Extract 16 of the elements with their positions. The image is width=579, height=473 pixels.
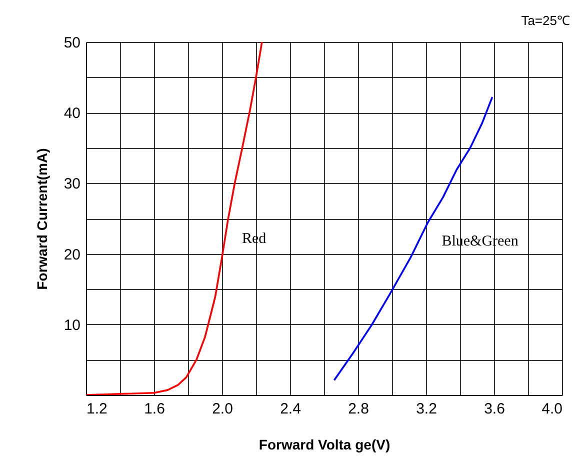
x-tick-label: 3.6 bbox=[484, 400, 505, 418]
text: Ta=25℃ bbox=[521, 13, 570, 28]
y-tick-label: 50 bbox=[64, 34, 80, 52]
x-tick-label: 2.8 bbox=[348, 400, 369, 418]
x-axis-title: Forward Volta ge(V) bbox=[258, 436, 390, 452]
y-tick-label: 10 bbox=[64, 316, 80, 334]
x-tick-label: 1.2 bbox=[86, 400, 108, 418]
x-tick-label: 3.2 bbox=[416, 400, 437, 418]
y-tick-label: 30 bbox=[64, 176, 80, 193]
y-tick-label: 20 bbox=[64, 246, 80, 264]
x-tick-label: 4.0 bbox=[542, 400, 562, 418]
x-tick-label: 2.4 bbox=[280, 400, 301, 418]
x-tick-label: 1.6 bbox=[144, 400, 165, 418]
x-tick-label: 2.0 bbox=[212, 400, 233, 418]
y-tick-label: 40 bbox=[64, 105, 80, 122]
y-axis-title: Forward Current(mA) bbox=[34, 148, 50, 290]
